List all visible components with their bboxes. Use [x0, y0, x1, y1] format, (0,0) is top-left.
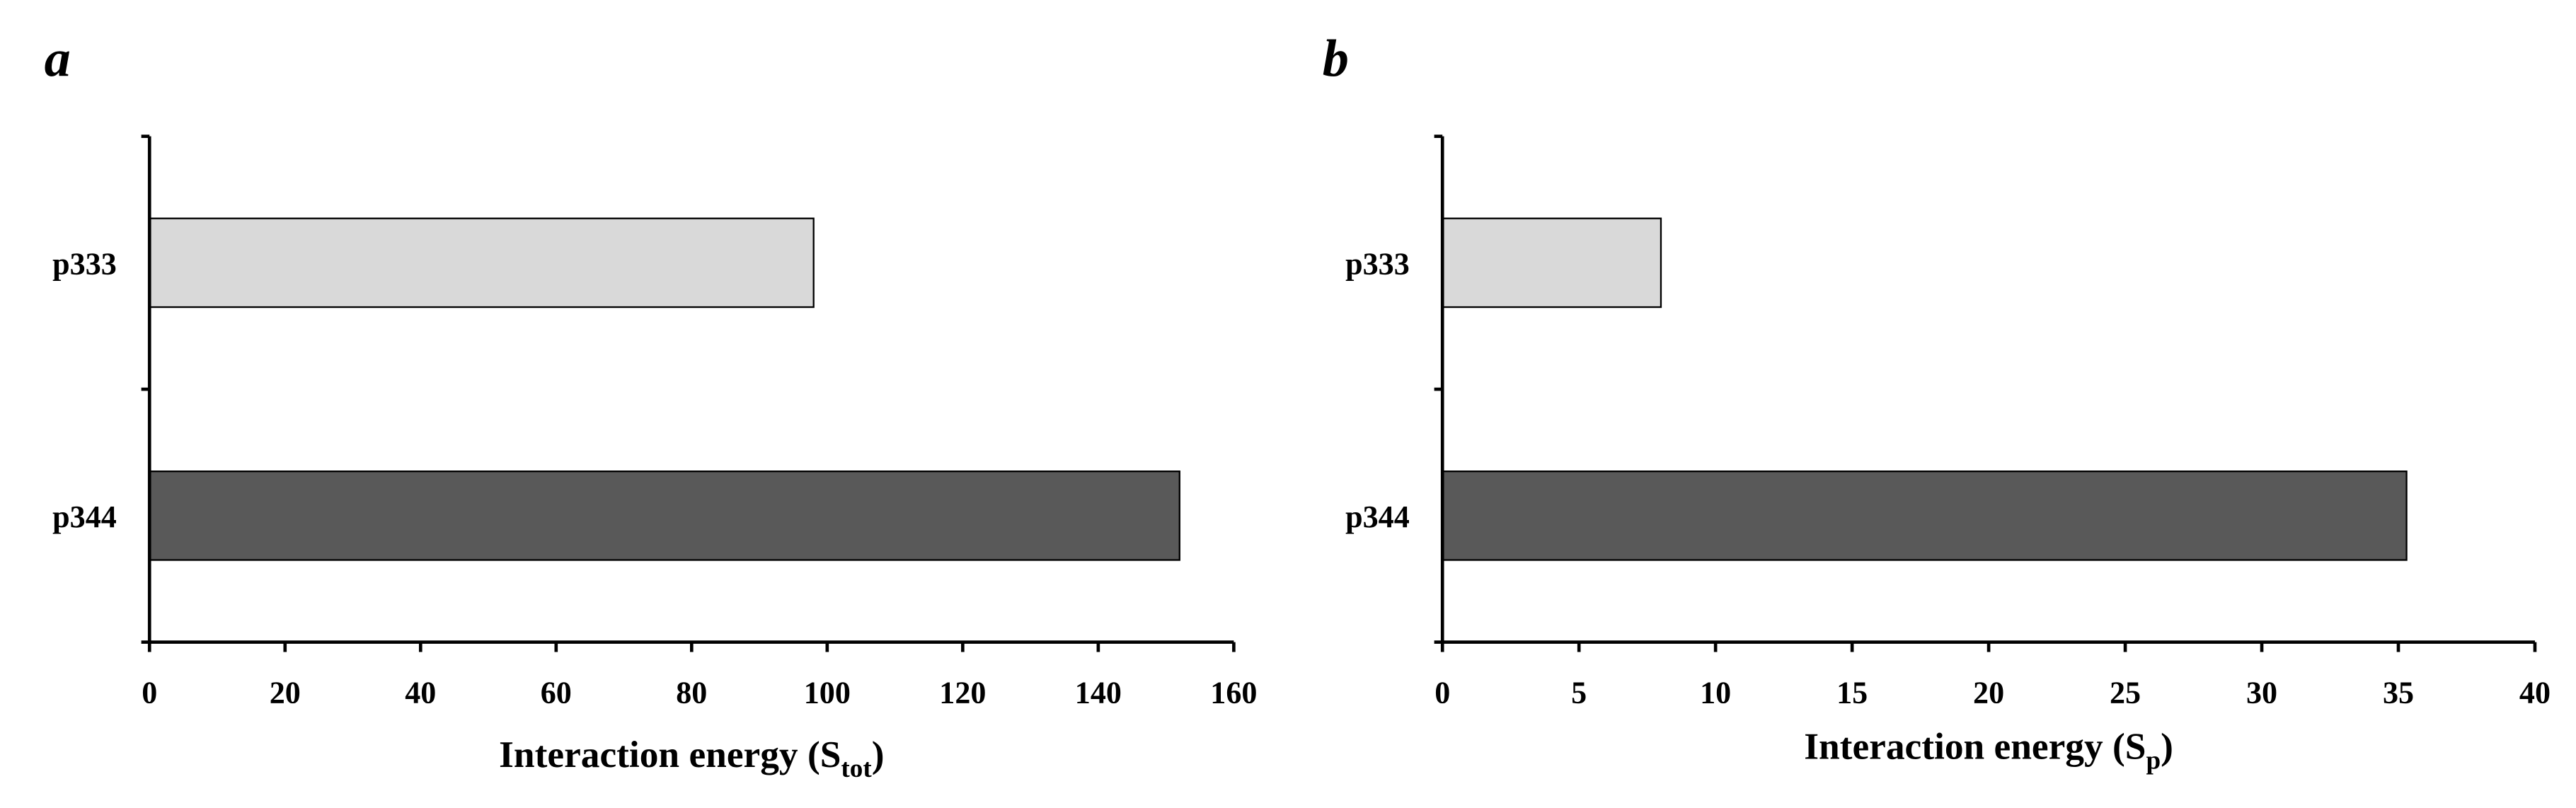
x-tick-label: 30: [2246, 675, 2277, 710]
x-axis-label: Interaction energy (Stot): [499, 733, 884, 783]
x-tick-label: 0: [1434, 675, 1450, 710]
x-axis-label-part: ): [872, 733, 885, 775]
y-tick-label: p333: [52, 247, 117, 282]
x-axis-label-part: tot: [841, 754, 872, 783]
x-tick-label: 0: [142, 675, 157, 710]
y-tick-label: p344: [52, 500, 117, 534]
bar: [1442, 217, 1662, 308]
y-tick-label: p344: [1345, 500, 1410, 534]
x-tick-label: 10: [1700, 675, 1731, 710]
bar: [1442, 471, 2408, 561]
x-tick-label: 20: [1973, 675, 2004, 710]
panel-title: b: [1323, 30, 1349, 88]
x-tick-label: 140: [1075, 675, 1122, 710]
x-tick-label: 120: [939, 675, 986, 710]
x-tick-label: 35: [2383, 675, 2414, 710]
chart-panel: a p333 p344 0 20 40 60 80 100 120 140 160 Interactio…: [45, 30, 1258, 783]
x-tick-label: 40: [405, 675, 436, 710]
x-axis-label-part: Interaction energy (S: [499, 733, 841, 775]
bar: [149, 217, 815, 308]
chart-panel: b p333 p344 0 5 10 15 20 25 30 35 40 Interaction ene…: [1323, 30, 2551, 775]
x-axis-label: Interaction energy (Sp): [1804, 725, 2173, 775]
x-axis-label-part: p: [2146, 746, 2161, 775]
x-tick-label: 40: [2519, 675, 2551, 710]
x-tick-label: 80: [676, 675, 707, 710]
y-tick-label: p333: [1345, 247, 1410, 282]
x-tick-label: 25: [2110, 675, 2141, 710]
x-tick-label: 5: [1571, 675, 1587, 710]
x-tick-label: 160: [1210, 675, 1257, 710]
bar: [149, 471, 1180, 561]
x-tick-label: 100: [804, 675, 851, 710]
x-tick-label: 60: [541, 675, 572, 710]
panel-title: a: [45, 30, 71, 88]
x-tick-label: 15: [1836, 675, 1868, 710]
x-tick-label: 20: [270, 675, 301, 710]
x-axis-label-part: Interaction energy (S: [1804, 725, 2146, 767]
x-axis-label-part: ): [2161, 725, 2173, 767]
